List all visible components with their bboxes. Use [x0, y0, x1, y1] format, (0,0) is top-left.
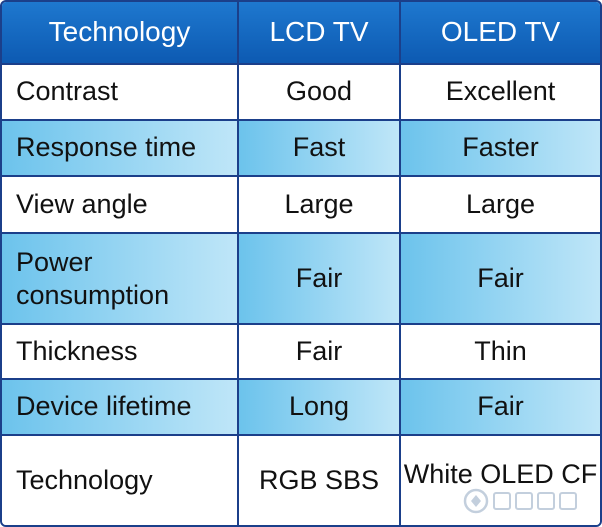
lcd-value: Long [237, 377, 401, 436]
row-label: Contrast [2, 62, 239, 121]
header-lcd-tv: LCD TV [237, 2, 401, 65]
lcd-value: Fair [237, 323, 401, 380]
lcd-value: Large [237, 175, 401, 235]
oled-value-text: White OLED CF [403, 459, 598, 490]
row-label: Power consumption [2, 232, 239, 326]
oled-value: Excellent [399, 62, 600, 121]
oled-value: Large [399, 175, 600, 235]
table-row: Contrast Good Excellent [2, 62, 600, 121]
row-label: View angle [2, 175, 239, 235]
electronics-watermark-logo-icon [463, 488, 577, 514]
row-label: Technology [2, 433, 239, 525]
lcd-value: Fast [237, 118, 401, 178]
header-oled-tv: OLED TV [399, 2, 600, 65]
lcd-value: Good [237, 62, 401, 121]
table-row: Power consumption Fair Fair [2, 232, 600, 326]
header-technology: Technology [2, 2, 239, 65]
lcd-value: Fair [237, 232, 401, 326]
lcd-value: RGB SBS [237, 433, 401, 525]
row-label: Device lifetime [2, 377, 239, 436]
oled-value: Fair [399, 377, 600, 436]
oled-value: Faster [399, 118, 600, 178]
table-row: View angle Large Large [2, 175, 600, 235]
table-row: Thickness Fair Thin [2, 323, 600, 380]
row-label: Thickness [2, 323, 239, 380]
oled-value: Thin [399, 323, 600, 380]
oled-value: Fair [399, 232, 600, 326]
row-label: Response time [2, 118, 239, 178]
table-row: Response time Fast Faster [2, 118, 600, 178]
header-row: Technology LCD TV OLED TV [2, 2, 600, 65]
table-row: Device lifetime Long Fair [2, 377, 600, 436]
